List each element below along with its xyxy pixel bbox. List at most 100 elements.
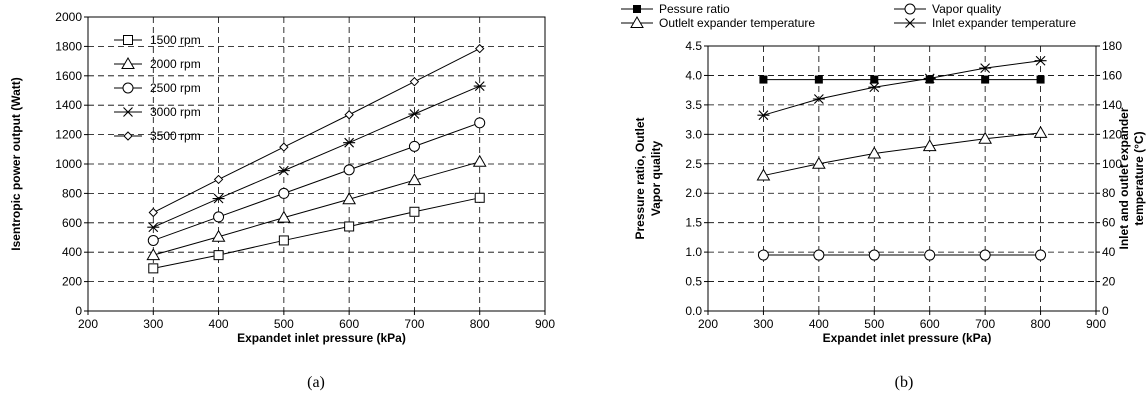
chart-b-data-point <box>979 249 991 261</box>
chart-b-ytick-right-label: 100 <box>1102 157 1122 171</box>
chart-a-xtick-label: 200 <box>78 317 98 331</box>
chart-b-series-4 <box>757 55 1047 121</box>
chart-b-ytick-right-label: 40 <box>1102 245 1116 259</box>
chart-b-series-line <box>763 132 1041 177</box>
chart-b-data-point <box>1035 249 1047 261</box>
chart-a-ytick-label: 400 <box>62 245 82 259</box>
chart-a-xtick-label: 900 <box>535 317 555 331</box>
chart-b-legend-label: Outlelt expander temperature <box>659 16 815 30</box>
chart-b-data-point <box>979 63 992 73</box>
chart-b-ytick-right-label: 20 <box>1102 275 1116 289</box>
chart-a-ytick-label: 200 <box>62 275 82 289</box>
chart-b-ytick-left-label: 3.5 <box>685 98 702 112</box>
chart-b-legend: Pessure ratio Vapor quality Outlelt expand… <box>621 2 1076 30</box>
chart-a-data-point <box>473 81 486 91</box>
chart-a-data-point <box>146 248 161 261</box>
chart-b-legend-marker <box>633 5 641 13</box>
chart-b-ytick-left-label: 2.5 <box>685 157 702 171</box>
chart-a-series-5 <box>148 43 485 218</box>
chart-b-xtick-label: 900 <box>1086 317 1106 331</box>
chart-a-data-point <box>147 234 159 246</box>
chart-b-ytick-left-label: 2.0 <box>685 186 702 200</box>
chart-b-data-point <box>868 82 881 93</box>
chart-a-ytick-label: 1200 <box>55 128 82 142</box>
chart-a-legend-label: 1500 rpm <box>150 33 201 47</box>
chart-b-series-line <box>763 60 1041 116</box>
chart-a-data-point <box>472 154 487 167</box>
chart-a-data-point <box>213 174 224 185</box>
chart-a-data-point <box>148 207 158 218</box>
chart-b-xtick-label: 400 <box>809 317 829 331</box>
chart-b-ytick-right-label: 120 <box>1102 127 1122 141</box>
chart-b-x-axis-title: Expandet inlet pressure (kPa) <box>823 331 992 345</box>
chart-b-series-2 <box>757 249 1047 261</box>
chart-a-legend-marker <box>122 82 134 94</box>
chart-a-ytick-label: 1800 <box>55 39 82 53</box>
chart-b-ytick-right-label: 160 <box>1102 68 1122 82</box>
chart-b-y-right-title-line2: temperature (°C) <box>1132 131 1146 225</box>
chart-a-legend-label: 3000 rpm <box>150 105 201 119</box>
chart-b-xtick-label: 300 <box>753 317 773 331</box>
chart-a-ytick-label: 1600 <box>55 69 82 83</box>
chart-b-ytick-left-label: 0.5 <box>685 275 702 289</box>
chart-b-xtick-label: 800 <box>1031 317 1051 331</box>
chart-a-x-axis-title: Expandet inlet pressure (kPa) <box>237 331 406 345</box>
chart-b-data-point <box>867 146 882 159</box>
chart-a-legend-marker <box>121 56 135 69</box>
chart-a-xtick-label: 800 <box>470 317 490 331</box>
chart-b-ytick-right-label: 60 <box>1102 216 1116 230</box>
chart-a-data-point <box>344 221 355 232</box>
chart-b-ytick-left-label: 4.0 <box>685 68 702 82</box>
chart-a-legend-label: 2500 rpm <box>150 81 201 95</box>
chart-a-data-point <box>409 76 420 87</box>
chart-b-ytick-right-label: 80 <box>1102 186 1116 200</box>
chart-a-series-line <box>153 161 480 256</box>
chart-a-data-point <box>211 229 226 242</box>
chart-a-data-point <box>408 109 421 119</box>
chart-a-data-point <box>277 165 290 176</box>
chart-a-series-line <box>153 48 480 213</box>
chart-b-data-point <box>1036 75 1045 84</box>
chart-a-ytick-label: 2000 <box>55 10 82 24</box>
chart-b-xtick-label: 500 <box>864 317 884 331</box>
chart-b-ytick-right-label: 140 <box>1102 98 1122 112</box>
chart-a-data-point <box>408 140 420 152</box>
chart-b-data-point <box>813 249 825 261</box>
chart-a-series-4 <box>147 81 486 233</box>
chart-a-data-point <box>474 117 486 129</box>
chart-b-data-point <box>924 249 936 261</box>
chart-a-data-point <box>409 206 420 217</box>
chart-b-data-point <box>812 94 825 104</box>
chart-b-series-3 <box>756 125 1048 181</box>
chart-b-xtick-label: 600 <box>920 317 940 331</box>
chart-a-series-1 <box>148 192 485 274</box>
chart-a-ytick-label: 1000 <box>55 157 82 171</box>
chart-a-data-point <box>342 192 357 205</box>
chart-a-series-line <box>153 85 480 228</box>
chart-a-data-point <box>276 210 291 223</box>
chart-b-ytick-left-label: 3.0 <box>685 127 702 141</box>
chart-a-xtick-label: 700 <box>404 317 424 331</box>
chart-b-data-point <box>923 73 936 84</box>
chart-a-data-point <box>278 235 289 246</box>
chart-b-data-point <box>868 249 880 261</box>
chart-a-data-point <box>213 211 225 223</box>
chart-b-plot-frame <box>707 45 1097 312</box>
chart-b-data-point <box>759 75 768 84</box>
chart-b-legend-label: Inlet expander temperature <box>932 16 1076 30</box>
chart-b-data-point <box>757 110 770 121</box>
chart-b-ytick-right-label: 0 <box>1102 304 1109 318</box>
chart-b-data-point <box>1034 55 1047 66</box>
chart-a-data-point <box>148 263 159 274</box>
chart-a-series-2 <box>146 154 487 261</box>
chart-a-ytick-label: 1400 <box>55 98 82 112</box>
chart-a-data-point <box>343 164 355 176</box>
chart-a-legend: 1500 rpm 2000 rpm 2500 rpm 3000 rpm 3500 rpm <box>114 33 201 143</box>
chart-a-data-point <box>475 43 485 54</box>
chart-a-legend-marker <box>123 131 133 141</box>
chart-a-legend-label: 3500 rpm <box>150 129 201 143</box>
chart-a-data-point <box>212 193 225 204</box>
chart-b-pressure-ratio-temperature: 0.0 0.5 1.0 1.5 2.0 2.5 3.0 3.5 4.0 4.5 0 20 40 60 80 1… <box>621 2 1146 391</box>
chart-b-data-point <box>978 131 993 144</box>
